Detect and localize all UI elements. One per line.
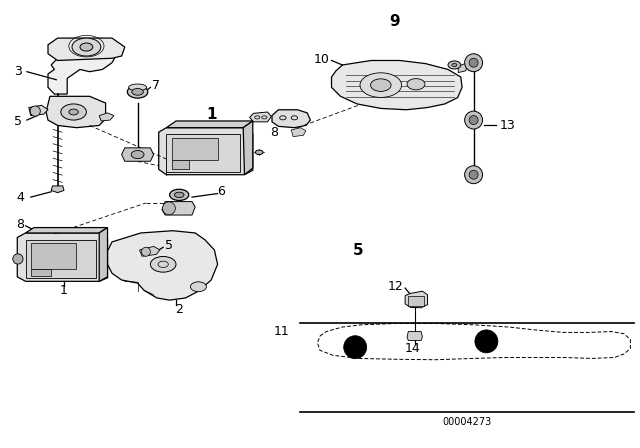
Ellipse shape — [170, 189, 189, 201]
Text: 00004273: 00004273 — [443, 417, 492, 427]
Polygon shape — [159, 128, 253, 175]
Polygon shape — [272, 110, 310, 128]
Polygon shape — [166, 121, 253, 128]
Text: 6: 6 — [217, 185, 225, 198]
Polygon shape — [243, 121, 253, 175]
Text: 5: 5 — [353, 243, 364, 258]
Bar — [172, 138, 218, 160]
Polygon shape — [48, 38, 125, 60]
Text: 5: 5 — [14, 115, 22, 129]
Circle shape — [465, 166, 483, 184]
Polygon shape — [108, 231, 218, 300]
Ellipse shape — [371, 79, 391, 91]
Circle shape — [469, 58, 478, 67]
Bar — [31, 243, 76, 269]
Polygon shape — [291, 128, 306, 137]
Polygon shape — [140, 246, 160, 256]
Circle shape — [30, 106, 40, 116]
Ellipse shape — [80, 43, 93, 51]
Circle shape — [469, 116, 478, 125]
Polygon shape — [122, 148, 154, 161]
Text: 11: 11 — [274, 325, 289, 338]
Polygon shape — [29, 105, 48, 116]
Ellipse shape — [360, 73, 402, 98]
Circle shape — [465, 54, 483, 72]
Ellipse shape — [129, 84, 147, 91]
Text: 8: 8 — [270, 125, 278, 139]
Polygon shape — [407, 332, 422, 340]
Text: 2: 2 — [175, 302, 183, 316]
Circle shape — [13, 254, 23, 264]
Bar — [172, 160, 189, 169]
Polygon shape — [99, 228, 108, 281]
Text: 12: 12 — [387, 280, 403, 293]
Ellipse shape — [191, 282, 206, 292]
Polygon shape — [162, 202, 195, 215]
Ellipse shape — [174, 192, 184, 198]
Polygon shape — [99, 113, 114, 121]
Polygon shape — [26, 228, 108, 233]
Text: 7: 7 — [152, 78, 160, 92]
Polygon shape — [405, 291, 428, 308]
Polygon shape — [17, 233, 108, 281]
Ellipse shape — [150, 256, 176, 272]
Ellipse shape — [69, 109, 79, 115]
Circle shape — [163, 202, 175, 215]
Polygon shape — [332, 60, 462, 110]
Ellipse shape — [407, 79, 425, 90]
Ellipse shape — [452, 64, 457, 67]
Text: 13: 13 — [499, 119, 515, 132]
Circle shape — [469, 170, 478, 179]
Circle shape — [475, 330, 498, 353]
Text: 4: 4 — [17, 190, 24, 204]
Ellipse shape — [131, 151, 144, 159]
Bar — [26, 240, 96, 278]
Circle shape — [344, 336, 367, 359]
Ellipse shape — [448, 61, 461, 69]
Text: 8: 8 — [17, 218, 24, 232]
Ellipse shape — [72, 38, 101, 56]
Polygon shape — [48, 45, 118, 94]
Text: 1: 1 — [60, 284, 68, 297]
Polygon shape — [250, 112, 271, 122]
Text: 3: 3 — [14, 65, 22, 78]
Text: 5: 5 — [165, 239, 173, 252]
Bar — [408, 296, 424, 306]
Ellipse shape — [132, 89, 143, 95]
Bar — [31, 269, 51, 276]
Bar — [166, 134, 240, 172]
Text: 10: 10 — [314, 52, 330, 66]
Ellipse shape — [127, 86, 148, 98]
Circle shape — [465, 111, 483, 129]
Text: 9: 9 — [390, 14, 400, 29]
Polygon shape — [46, 96, 106, 128]
Polygon shape — [458, 63, 467, 73]
Text: 14: 14 — [405, 342, 420, 355]
Text: 1: 1 — [206, 107, 216, 122]
Polygon shape — [51, 186, 64, 193]
Ellipse shape — [61, 104, 86, 120]
Ellipse shape — [255, 150, 263, 155]
Circle shape — [141, 247, 150, 256]
